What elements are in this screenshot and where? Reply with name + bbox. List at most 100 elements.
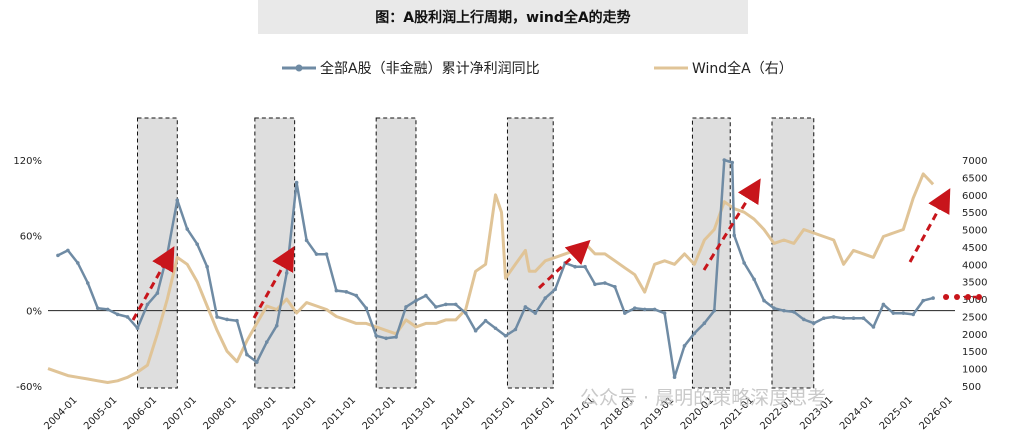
left-tick-label: -60% — [16, 382, 42, 393]
left-axis-ticks: -60% 0% 60% 120% — [13, 156, 42, 393]
data-point — [453, 302, 458, 307]
data-point — [811, 321, 816, 326]
data-point — [752, 277, 756, 282]
data-point — [573, 264, 577, 269]
data-point — [901, 311, 906, 315]
right-tick-label: 1000 — [962, 365, 987, 376]
data-point — [642, 307, 647, 312]
data-point — [125, 315, 130, 319]
data-point — [185, 227, 190, 231]
data-point — [613, 285, 617, 289]
left-tick-label: 60% — [20, 231, 42, 242]
trend-arrow — [702, 178, 761, 271]
trend-arrow — [131, 246, 175, 321]
data-point — [473, 328, 478, 333]
data-point — [56, 253, 60, 258]
data-point — [623, 311, 627, 315]
data-point — [145, 302, 150, 307]
data-point — [463, 311, 468, 315]
data-point — [742, 261, 746, 265]
right-tick-label: 2000 — [962, 330, 987, 341]
data-point — [672, 375, 677, 380]
series-lines — [47, 158, 935, 384]
right-tick-label: 4500 — [962, 243, 987, 254]
data-point — [911, 312, 916, 317]
data-point — [255, 360, 259, 364]
right-tick-label: 2500 — [962, 312, 987, 323]
data-point — [424, 293, 428, 298]
data-point — [344, 290, 349, 294]
data-point — [692, 331, 697, 336]
data-point — [593, 282, 597, 287]
x-tick-label: 2004-01 — [42, 395, 79, 432]
data-point — [513, 327, 518, 332]
data-point — [682, 344, 687, 348]
data-point — [314, 252, 319, 256]
x-tick-label: 2016-01 — [520, 395, 557, 432]
x-tick-label: 2024-01 — [838, 395, 875, 432]
x-tick-label: 2025-01 — [878, 395, 915, 432]
shaded-period-1 — [137, 117, 178, 389]
series-line-wind-all-a — [47, 172, 935, 384]
data-point — [444, 302, 448, 307]
data-point — [861, 316, 866, 321]
projection-dot — [976, 294, 982, 300]
data-point — [772, 306, 776, 310]
data-point — [135, 326, 140, 331]
data-point — [304, 238, 309, 243]
data-point — [493, 326, 498, 331]
legend-label-profit: 全部A股（非金融）累计净利润同比 — [320, 60, 540, 77]
data-point — [434, 305, 438, 309]
data-point — [324, 252, 329, 256]
data-point — [871, 325, 876, 329]
x-tick-label: 2014-01 — [440, 395, 477, 432]
data-point — [543, 296, 548, 300]
data-point — [891, 311, 896, 315]
data-point — [394, 335, 398, 339]
data-point — [354, 293, 359, 298]
right-tick-label: 7000 — [962, 156, 987, 167]
projection-dot — [965, 294, 971, 300]
data-point — [652, 307, 657, 312]
projection-dot — [954, 294, 960, 300]
trend-arrow — [908, 188, 951, 263]
data-point — [155, 291, 160, 295]
data-point — [533, 311, 538, 315]
shaded-period-3 — [375, 117, 417, 389]
data-point — [730, 160, 735, 165]
x-tick-label: 2006-01 — [122, 395, 159, 432]
data-point — [404, 305, 408, 309]
data-point — [364, 306, 369, 310]
right-tick-label: 3500 — [962, 278, 987, 289]
data-point — [195, 242, 199, 246]
data-point — [105, 307, 110, 312]
data-point — [225, 317, 229, 322]
x-tick-label: 2011-01 — [321, 395, 358, 432]
data-point — [503, 333, 508, 338]
data-point — [553, 287, 557, 292]
data-point — [722, 158, 727, 162]
data-point — [881, 302, 886, 307]
right-tick-label: 6500 — [962, 173, 987, 184]
x-tick-label: 2005-01 — [82, 395, 119, 432]
shaded-period-4 — [506, 117, 554, 389]
projection-dot — [943, 294, 949, 300]
data-point — [294, 180, 299, 185]
legend: 全部A股（非金融）累计净利润同比 Wind全A（右） — [282, 60, 793, 77]
data-point — [632, 306, 637, 310]
data-point — [284, 271, 289, 275]
data-point — [95, 306, 100, 310]
data-point — [712, 308, 717, 313]
right-tick-label: 500 — [962, 382, 981, 393]
data-point — [215, 315, 219, 319]
data-point — [792, 310, 796, 314]
shaded-period-6 — [771, 117, 815, 389]
x-tick-label: 2015-01 — [480, 395, 517, 432]
data-point — [702, 321, 707, 326]
right-tick-label: 6000 — [962, 191, 987, 202]
data-point — [245, 352, 249, 357]
data-point — [931, 296, 935, 300]
data-point — [205, 264, 209, 269]
x-tick-label: 2007-01 — [162, 395, 199, 432]
